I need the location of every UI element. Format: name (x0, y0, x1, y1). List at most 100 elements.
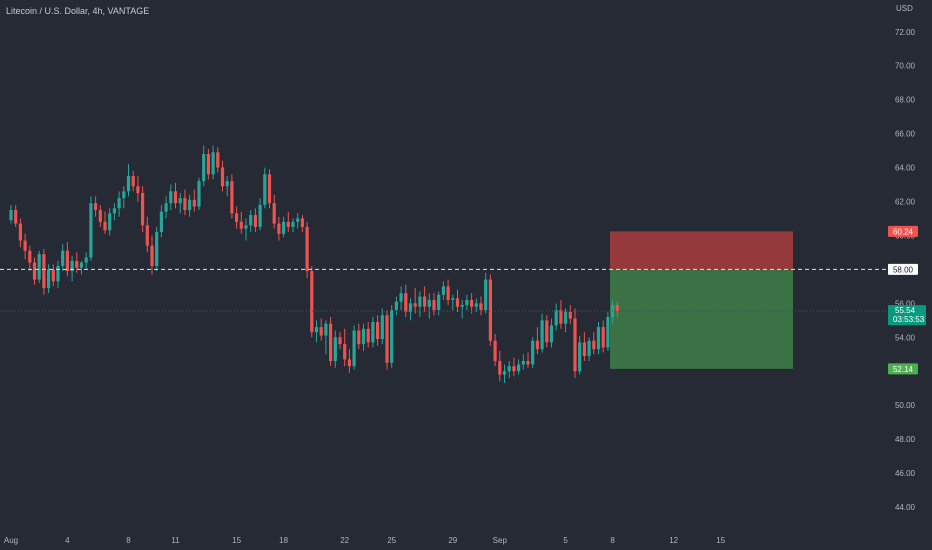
candle (615, 301, 619, 317)
candle-body (108, 213, 112, 231)
x-tick-label: 22 (340, 536, 349, 545)
y-tick-label: 68.00 (895, 96, 916, 105)
candle (28, 245, 32, 272)
candle (587, 337, 591, 362)
candle-body (366, 328, 370, 343)
candle-body (517, 364, 521, 372)
candle (122, 186, 126, 209)
candle-body (545, 320, 549, 343)
candle (366, 322, 370, 348)
position-zones (610, 231, 793, 369)
candle (126, 164, 131, 197)
candle-body (305, 226, 309, 272)
candle-body (568, 311, 572, 319)
candle (451, 294, 455, 311)
candle (310, 266, 314, 338)
candle-body (75, 260, 79, 268)
candle-body (202, 153, 206, 182)
y-tick-label: 44.00 (895, 503, 916, 512)
candle-body (437, 294, 441, 311)
candle-body (413, 303, 417, 307)
candle-body (18, 223, 22, 241)
candle (385, 310, 389, 370)
candle-body (554, 310, 558, 326)
candle (549, 318, 554, 348)
candle-body (263, 174, 267, 205)
candle (131, 170, 135, 192)
candle (183, 189, 187, 216)
candle (418, 291, 422, 317)
candle-body (291, 221, 295, 227)
candle-body (94, 203, 98, 210)
candle-body (446, 286, 450, 300)
candle-body (385, 315, 389, 363)
y-tick-label: 48.00 (895, 435, 916, 444)
candle (98, 204, 102, 227)
candle-body (357, 330, 361, 345)
y-tick-label: 66.00 (895, 130, 916, 139)
entry-price-tag: 58.00 (893, 265, 914, 274)
candle (559, 299, 563, 329)
candle-body (615, 305, 619, 312)
stop-price-tag: 60.24 (893, 227, 914, 236)
candle-body (9, 209, 13, 221)
x-tick-label: 15 (716, 536, 725, 545)
candle-body (488, 279, 492, 341)
candle-body (418, 296, 422, 307)
candle-body (244, 225, 248, 229)
candle (305, 221, 309, 278)
candle-body (535, 340, 539, 350)
candle-body (169, 191, 173, 204)
candle-body (14, 209, 18, 224)
y-tick-label: 54.00 (895, 333, 916, 342)
candle (249, 209, 253, 233)
candle (427, 293, 431, 319)
candle-body (432, 299, 436, 311)
candle-body (79, 262, 84, 268)
candle (192, 189, 196, 212)
candle-body (47, 269, 51, 289)
candle-body (380, 315, 384, 339)
candle-body (460, 305, 464, 307)
target-price-tag: 52.14 (893, 365, 914, 374)
candle (455, 289, 460, 312)
candle-body (587, 340, 591, 356)
candle (65, 242, 69, 277)
candle-body (183, 198, 187, 210)
price-lines (0, 268, 888, 312)
candle-body (596, 327, 601, 350)
candle (291, 218, 295, 233)
candle (23, 233, 27, 260)
candle-body (23, 240, 27, 251)
x-tick-label: Aug (4, 536, 18, 545)
candle (333, 330, 337, 368)
stop-price-tag-bg (888, 225, 918, 237)
candle (596, 322, 601, 355)
candle-body (578, 342, 582, 372)
candle-body (484, 279, 488, 311)
candle (446, 279, 450, 306)
candle (267, 169, 272, 209)
candle-body (408, 303, 413, 312)
candle-body (371, 322, 375, 343)
x-tick-label: 11 (171, 536, 180, 545)
candle-body (188, 199, 192, 210)
candle-body (136, 186, 140, 194)
candle (324, 320, 328, 355)
candle (408, 298, 413, 321)
candle (145, 216, 149, 253)
candle (441, 281, 445, 300)
candle (300, 215, 304, 233)
x-tick-label: 8 (126, 536, 131, 545)
candle (498, 350, 502, 382)
candle-body (192, 199, 196, 207)
candle (211, 145, 215, 180)
candle (535, 327, 539, 355)
candle (159, 204, 163, 238)
y-tick-label: 72.00 (895, 28, 916, 37)
candle-body (352, 330, 356, 367)
candle-body (347, 359, 351, 367)
candle-body (549, 325, 554, 343)
candle-body (112, 208, 116, 214)
